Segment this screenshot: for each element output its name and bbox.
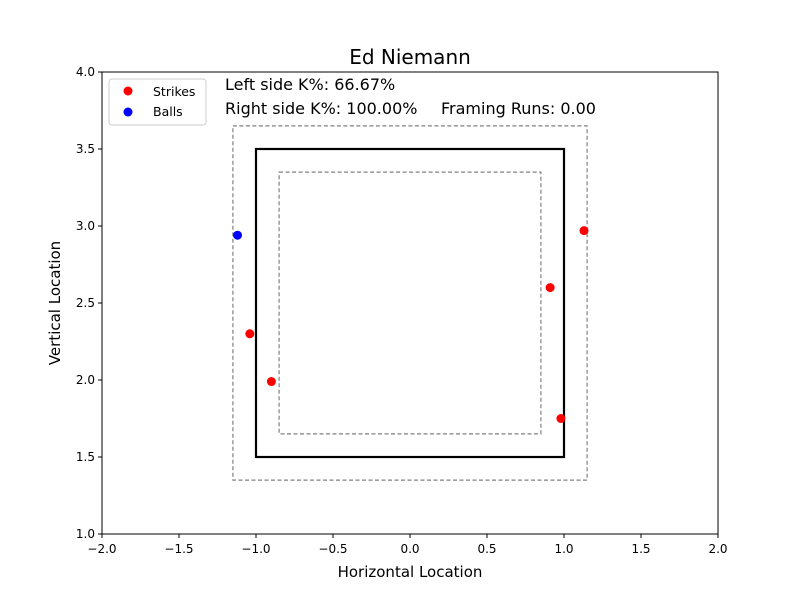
x-tick-label: −2.0	[87, 542, 116, 556]
legend-label-balls: Balls	[153, 104, 183, 119]
x-tick-label: 0.5	[477, 542, 496, 556]
point-strikes	[266, 377, 276, 387]
x-tick-label: 0.0	[400, 542, 419, 556]
y-tick-label: 1.5	[76, 450, 95, 464]
y-tick-label: 2.0	[76, 373, 95, 387]
y-tick-label: 3.5	[76, 142, 95, 156]
legend-label-strikes: Strikes	[153, 84, 195, 99]
y-tick-label: 2.5	[76, 296, 95, 310]
chart-title: Ed Niemann	[349, 45, 471, 69]
x-tick-label: 1.0	[554, 542, 573, 556]
y-axis-ticks: 1.0 1.5 2.0 2.5 3.0 3.5 4.0	[76, 65, 102, 541]
point-strikes	[556, 414, 566, 423]
x-tick-label: −1.0	[241, 542, 270, 556]
x-axis-label: Horizontal Location	[338, 563, 483, 581]
framing-runs-annotation: Framing Runs: 0.00	[441, 99, 596, 118]
zone-boxes	[232, 125, 588, 481]
y-tick-label: 4.0	[76, 65, 95, 79]
left-k-annotation: Left side K%: 66.67%	[225, 75, 395, 94]
point-balls	[233, 230, 243, 240]
strike-zone	[254, 147, 566, 459]
x-tick-label: −1.5	[164, 542, 193, 556]
data-points	[233, 226, 589, 423]
x-tick-label: 1.5	[631, 542, 650, 556]
legend-box	[108, 78, 207, 126]
legend-marker-strikes	[123, 86, 133, 96]
point-strikes	[545, 283, 555, 293]
y-axis-label: Vertical Location	[46, 241, 64, 365]
inner-zone	[278, 171, 542, 435]
point-strikes	[579, 226, 589, 236]
legend: Strikes Balls	[108, 78, 207, 126]
x-tick-label: −0.5	[318, 542, 347, 556]
y-tick-label: 1.0	[76, 527, 95, 541]
outer-zone	[232, 125, 588, 481]
x-axis-ticks: −2.0 −1.5 −1.0 −0.5 0.0 0.5 1.0 1.5 2.0	[87, 534, 728, 556]
legend-marker-balls	[123, 107, 133, 117]
point-strikes	[245, 329, 255, 339]
plot-frame	[101, 71, 719, 535]
right-k-annotation: Right side K%: 100.00%	[225, 99, 417, 118]
x-tick-label: 2.0	[708, 542, 727, 556]
y-tick-label: 3.0	[76, 219, 95, 233]
